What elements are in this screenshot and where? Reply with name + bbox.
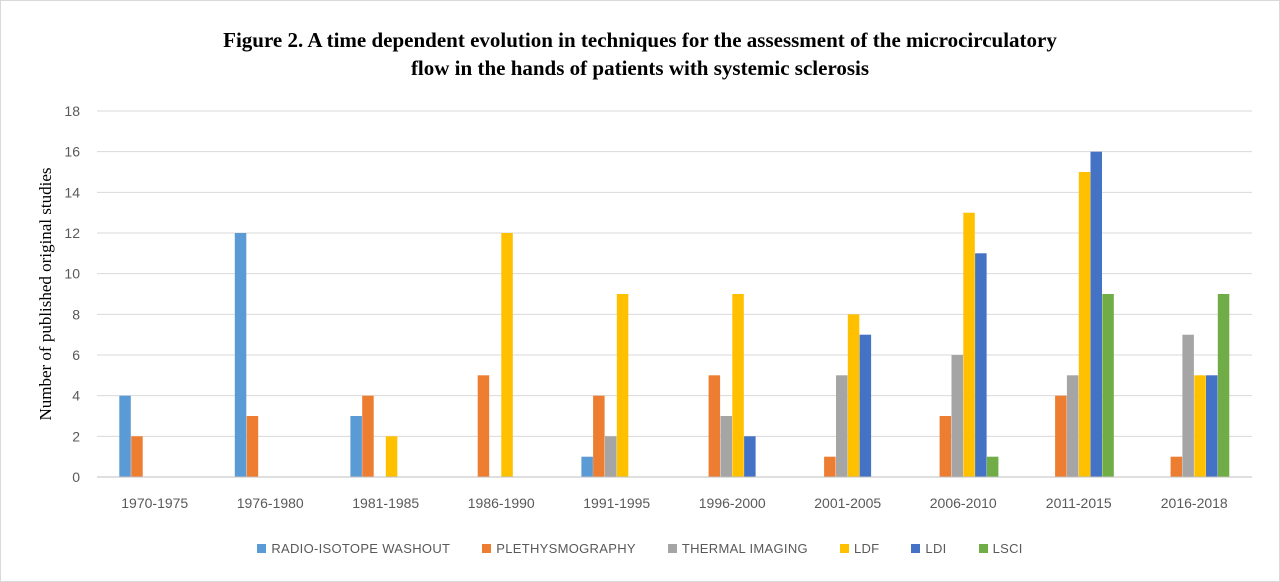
bar	[708, 375, 721, 477]
bar	[1217, 294, 1230, 477]
legend-swatch	[667, 543, 677, 553]
x-tick-label: 1991-1995	[583, 495, 650, 511]
bar	[581, 456, 593, 477]
bar	[616, 294, 629, 477]
legend-swatch	[839, 543, 849, 553]
x-tick-label: 1996-2000	[699, 495, 766, 511]
bar	[119, 395, 131, 477]
bar	[1206, 375, 1218, 477]
legend-label: LSCI	[992, 540, 1023, 556]
y-tick-label: 16	[64, 144, 80, 160]
legend-swatch	[257, 543, 267, 553]
chart-title-line-1: Figure 2. A time dependent evolution in …	[223, 28, 1057, 52]
bar	[963, 212, 975, 477]
gridlines	[97, 110, 1252, 437]
legend-label: LDF	[853, 540, 880, 556]
y-tick-label: 6	[72, 347, 80, 363]
x-tick-label: 1970-1975	[121, 495, 188, 511]
bar	[859, 334, 872, 477]
bar	[477, 375, 490, 477]
y-axis-ticks: 0 2 4 6 8 10 12 14 16 18	[64, 103, 80, 485]
bar	[975, 253, 987, 477]
chart-title: Figure 2. A time dependent evolution in …	[140, 26, 1140, 82]
bar	[350, 416, 362, 477]
bar	[1170, 456, 1183, 477]
legend-swatch	[978, 543, 988, 553]
bar	[732, 294, 744, 477]
y-tick-label: 4	[72, 388, 80, 404]
bar	[501, 233, 513, 477]
bar	[362, 395, 374, 477]
legend-label: LDI	[925, 540, 947, 556]
bar	[951, 355, 963, 477]
bar	[131, 436, 143, 477]
bar	[385, 436, 398, 477]
legend-item: LSCI	[978, 540, 1023, 556]
bar	[1090, 151, 1102, 477]
bar	[1182, 334, 1194, 477]
y-tick-label: 8	[72, 306, 80, 322]
chart-title-line-2: flow in the hands of patients with syste…	[410, 56, 870, 80]
y-tick-label: 10	[64, 266, 80, 282]
legend-label: THERMAL IMAGING	[681, 540, 808, 556]
bar	[744, 436, 756, 477]
x-axis-ticks: 1970-1975 1976-1980 1981-1985 1986-1990 1991…	[121, 495, 1228, 511]
legend-swatch	[482, 543, 492, 553]
bars	[119, 151, 1230, 477]
x-tick-label: 1976-1980	[237, 495, 304, 511]
bar	[986, 456, 999, 477]
x-tick-label: 2016-2018	[1161, 495, 1228, 511]
y-tick-label: 2	[72, 428, 80, 444]
bar	[1078, 172, 1091, 477]
legend-item: PLETHYSMOGRAPHY	[482, 541, 636, 556]
legend-label: PLETHYSMOGRAPHY	[496, 540, 636, 556]
bar	[593, 395, 605, 477]
bar	[1066, 375, 1079, 477]
bar	[1102, 294, 1114, 477]
y-tick-label: 18	[64, 103, 80, 119]
bar	[234, 233, 247, 477]
bar	[246, 416, 259, 477]
x-tick-label: 1981-1985	[352, 495, 419, 511]
x-tick-label: 2006-2010	[930, 495, 997, 511]
bar	[939, 416, 952, 477]
legend-label: RADIO-ISOTOPE WASHOUT	[271, 540, 451, 556]
bar	[1194, 375, 1206, 477]
y-tick-label: 12	[64, 225, 80, 241]
y-tick-label: 14	[64, 184, 80, 200]
legend-item: LDF	[839, 540, 880, 556]
legend-swatch	[911, 543, 921, 553]
x-tick-label: 2001-2005	[814, 495, 881, 511]
legend-item: THERMAL IMAGING	[667, 540, 808, 556]
bar	[605, 436, 617, 477]
legend-item: RADIO-ISOTOPE WASHOUT	[257, 541, 450, 556]
bar	[720, 416, 732, 477]
bar	[1055, 395, 1067, 477]
bar	[824, 456, 836, 477]
x-tick-label: 1986-1990	[468, 495, 535, 511]
x-tick-label: 2011-2015	[1046, 495, 1112, 511]
legend: RADIO-ISOTOPE WASHOUT PLETHYSMOGRAPHY THER…	[0, 538, 1280, 558]
y-tick-label: 0	[72, 469, 80, 485]
legend-item: LDI	[911, 541, 946, 556]
bar	[836, 375, 848, 477]
bar	[847, 314, 860, 477]
